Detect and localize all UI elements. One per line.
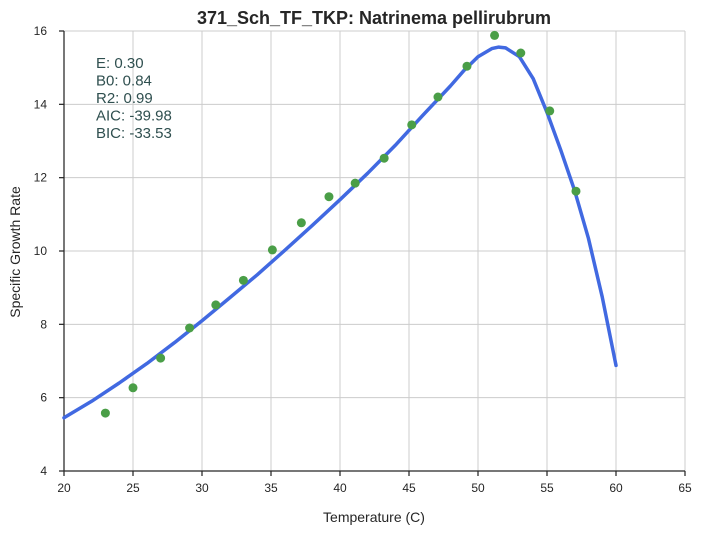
data-point [545, 106, 555, 116]
x-tick-label: 35 [264, 481, 278, 495]
axes-spines [59, 30, 686, 476]
x-tick-label: 40 [333, 481, 347, 495]
y-tick-label: 10 [34, 244, 48, 258]
data-point [462, 61, 472, 71]
y-tick-label: 12 [34, 171, 48, 185]
data-point [490, 30, 500, 40]
data-point [267, 245, 277, 255]
x-tick-label: 55 [540, 481, 554, 495]
y-tick-label: 4 [40, 464, 47, 478]
x-tick-label: 50 [471, 481, 485, 495]
stats-line: AIC: -39.98 [96, 108, 172, 125]
data-point [296, 218, 306, 228]
data-point [100, 408, 110, 418]
data-point [379, 153, 389, 163]
y-tick-label: 16 [34, 24, 48, 38]
tick-labels: 20 25 30 35 40 45 50 55 60 65 4 6 8 10 12 14 16 [34, 24, 692, 495]
data-point [407, 120, 417, 130]
y-tick-label: 14 [34, 97, 48, 111]
y-axis-label: Specific Growth Rate [7, 186, 23, 318]
data-point [185, 323, 195, 333]
data-point [350, 178, 360, 188]
x-tick-label: 45 [402, 481, 416, 495]
data-point [571, 186, 581, 196]
data-points [100, 30, 581, 418]
x-tick-label: 60 [609, 481, 623, 495]
data-point [156, 353, 166, 363]
data-point [433, 92, 443, 102]
data-point [516, 48, 526, 58]
stats-line: R2: 0.99 [96, 90, 153, 107]
data-point [324, 192, 334, 202]
data-point [128, 383, 138, 393]
stats-line: B0: 0.84 [96, 73, 152, 90]
chart-title: 371_Sch_TF_TKP: Natrinema pellirubrum [197, 8, 551, 28]
stats-line: BIC: -33.53 [96, 125, 172, 142]
x-axis-label: Temperature (C) [323, 509, 425, 525]
data-point [211, 300, 221, 310]
data-point [238, 275, 248, 285]
x-tick-label: 20 [57, 481, 71, 495]
y-tick-label: 8 [40, 317, 47, 331]
stats-line: E: 0.30 [96, 55, 144, 72]
x-tick-label: 65 [678, 481, 692, 495]
grid-lines [64, 30, 686, 471]
x-tick-label: 30 [195, 481, 209, 495]
y-tick-label: 6 [40, 391, 47, 405]
x-tick-label: 25 [126, 481, 140, 495]
